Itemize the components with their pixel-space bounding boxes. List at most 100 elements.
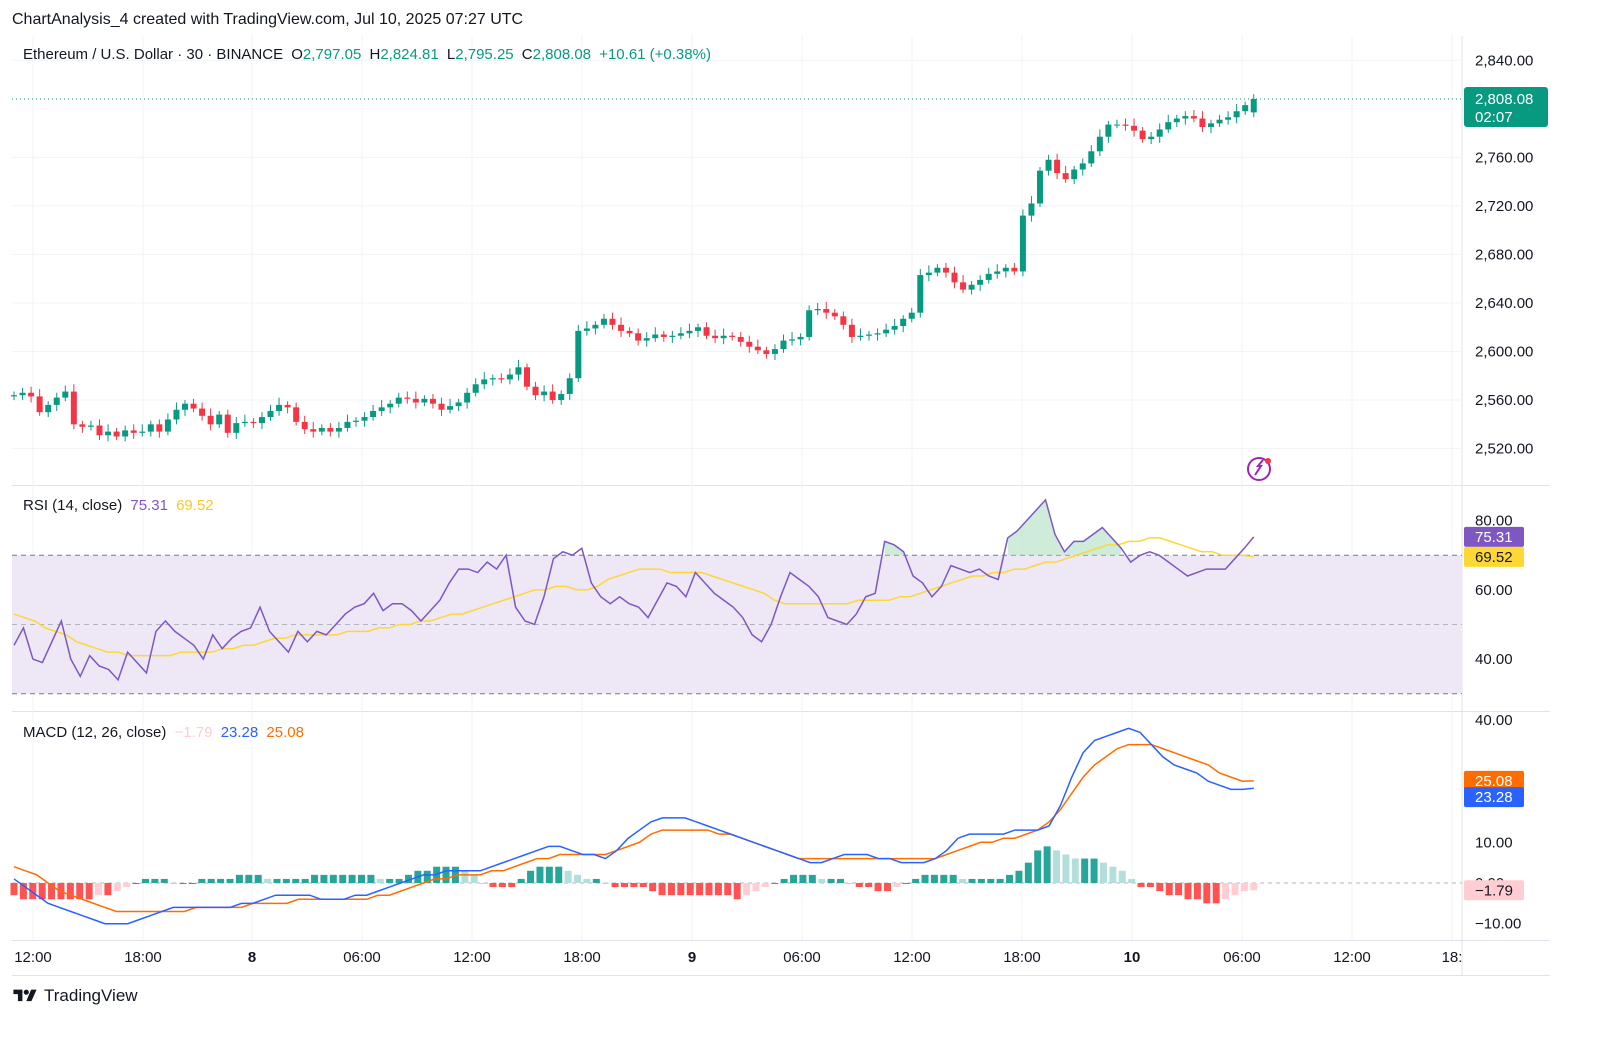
candle-body bbox=[669, 335, 676, 337]
candle-body bbox=[848, 324, 855, 337]
candle-body bbox=[207, 415, 214, 425]
x-tick-label: 9 bbox=[688, 949, 696, 966]
macd-histogram-bar bbox=[160, 878, 168, 883]
macd-histogram-bar bbox=[348, 874, 356, 883]
change-value: +10.61 (+0.38%) bbox=[599, 46, 711, 63]
candle-body bbox=[754, 346, 761, 351]
macd-histogram-bar bbox=[339, 874, 347, 883]
candle-body bbox=[96, 425, 103, 436]
symbol-label[interactable]: Ethereum / U.S. Dollar · 30 · BINANCE bbox=[23, 46, 284, 63]
candle-body bbox=[866, 334, 872, 336]
macd-histogram-bar bbox=[1090, 858, 1098, 883]
macd-histogram-bar bbox=[423, 870, 431, 883]
rsi-ma-badge bbox=[1464, 546, 1524, 567]
candle-body bbox=[472, 384, 479, 393]
macd-histogram-bar bbox=[959, 878, 967, 883]
candle-body bbox=[1233, 111, 1240, 118]
candle-body bbox=[626, 330, 633, 334]
macd-histogram-bar bbox=[724, 883, 732, 896]
candle-body bbox=[874, 333, 881, 335]
candle-body bbox=[789, 339, 796, 341]
macd-histogram-bar bbox=[254, 874, 262, 883]
candle-body bbox=[11, 395, 17, 397]
candle-body bbox=[113, 431, 120, 437]
macd-histogram-bar bbox=[489, 883, 497, 888]
macd-histogram-bar bbox=[902, 883, 910, 884]
macd-histogram-bar bbox=[301, 878, 309, 883]
macd-histogram-bar bbox=[714, 883, 722, 896]
macd-histogram-bar bbox=[1193, 883, 1201, 900]
macd-label[interactable]: MACD (12, 26, close) bbox=[23, 724, 167, 741]
macd-histogram-bar bbox=[376, 878, 384, 883]
macd-histogram-bar bbox=[527, 870, 535, 883]
rsi-value: 75.31 bbox=[130, 497, 168, 514]
last-price-badge-value: 2,808.08 bbox=[1475, 91, 1533, 108]
candle-body bbox=[1037, 170, 1043, 204]
price-y-tick-label: 2,760.00 bbox=[1475, 149, 1533, 166]
macd-histogram-bar bbox=[667, 883, 675, 896]
candle-body bbox=[361, 417, 368, 421]
macd-histogram-bar bbox=[1118, 870, 1126, 883]
candle-body bbox=[823, 309, 830, 313]
macd-line bbox=[13, 727, 1254, 925]
macd-histogram-bar bbox=[480, 883, 488, 884]
macd-histogram-bar bbox=[649, 883, 657, 892]
candle-body bbox=[335, 427, 342, 432]
macd-badge-value: 23.28 bbox=[1475, 789, 1513, 806]
macd-histogram-bar bbox=[113, 883, 121, 892]
candle-body bbox=[506, 374, 513, 380]
candle-body bbox=[395, 397, 402, 404]
macd-histogram-bar bbox=[517, 878, 525, 883]
candle-body bbox=[686, 330, 693, 334]
macd-histogram-bar bbox=[771, 883, 779, 884]
candle-body bbox=[600, 318, 607, 325]
x-tick-label: 12:00 bbox=[453, 949, 491, 966]
candle-body bbox=[677, 333, 684, 336]
price-y-tick-label: 2,680.00 bbox=[1475, 246, 1533, 263]
candle-body bbox=[1242, 105, 1249, 112]
candle-body bbox=[53, 397, 60, 405]
macd-histogram-bar bbox=[404, 874, 412, 883]
candle-body bbox=[489, 378, 496, 380]
candle-body bbox=[233, 423, 240, 433]
candle-body bbox=[1148, 136, 1155, 140]
macd-histogram-bar bbox=[104, 883, 112, 896]
candle-body bbox=[729, 335, 736, 337]
candle-body bbox=[951, 272, 958, 283]
rsi-ma-line bbox=[13, 537, 1254, 657]
candle-body bbox=[1225, 117, 1232, 120]
price-y-tick-label: 2,720.00 bbox=[1475, 198, 1533, 215]
candle-body bbox=[977, 279, 984, 285]
macd-histogram-bar bbox=[696, 883, 704, 896]
macd-histogram-bar bbox=[1081, 858, 1089, 883]
macd-histogram-bar bbox=[630, 883, 638, 888]
macd-histogram-bar bbox=[141, 878, 149, 883]
macd-histogram-bar bbox=[367, 874, 375, 883]
macd-histogram-bar bbox=[940, 874, 948, 883]
low-label: L bbox=[446, 46, 456, 63]
candle-body bbox=[618, 324, 625, 331]
candle-body bbox=[224, 414, 231, 433]
x-tick-label: 8 bbox=[248, 949, 256, 966]
macd-histogram-bar bbox=[752, 883, 760, 892]
candle-body bbox=[455, 402, 462, 407]
macd-histogram-bar bbox=[1015, 870, 1023, 883]
candle-body bbox=[139, 431, 146, 433]
x-tick-label: 12:00 bbox=[893, 949, 931, 966]
price-y-tick-label: 2,640.00 bbox=[1475, 295, 1533, 312]
candle-body bbox=[1054, 159, 1061, 174]
replay-icon-dot bbox=[1265, 458, 1271, 464]
candle-body bbox=[87, 425, 94, 427]
rsi-label[interactable]: RSI (14, close) bbox=[23, 497, 123, 514]
candle-body bbox=[643, 338, 650, 341]
last-price-badge-timer: 02:07 bbox=[1475, 109, 1513, 126]
candle-body bbox=[182, 403, 188, 410]
candle-body bbox=[575, 330, 582, 379]
footer-brand[interactable]: TradingView bbox=[12, 986, 138, 1006]
macd-histogram-bar bbox=[1071, 858, 1079, 883]
high-label: H bbox=[369, 46, 381, 63]
price-legend: Ethereum / U.S. Dollar · 30 · BINANCE O2… bbox=[23, 46, 715, 63]
candle-body bbox=[806, 310, 813, 337]
candle-body bbox=[122, 430, 129, 437]
macd-histogram-bar bbox=[799, 874, 807, 883]
